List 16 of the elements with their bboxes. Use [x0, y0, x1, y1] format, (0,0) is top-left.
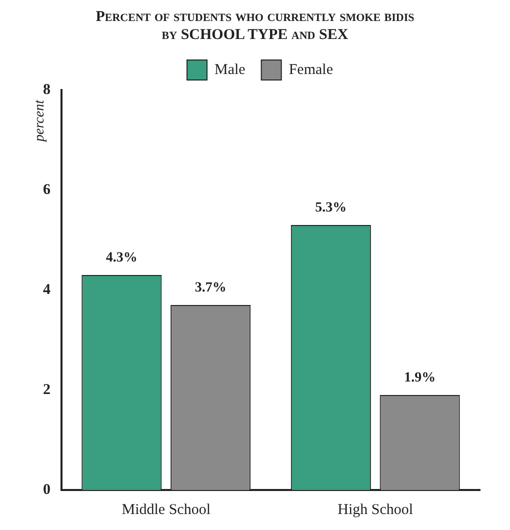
y-tick-label: 6 — [43, 182, 51, 198]
legend-label: Male — [214, 62, 246, 78]
x-tick-label: Middle School — [122, 502, 210, 518]
y-tick-label: 0 — [43, 482, 50, 498]
legend-label: Female — [288, 62, 334, 78]
data-label: 4.3% — [106, 250, 138, 266]
y-tick-label: 2 — [43, 382, 50, 398]
chart-title: Percent of students who currently smoke bidis — [94, 8, 416, 26]
chart-subtitle: by SCHOOL TYPE and SEX — [160, 26, 350, 44]
data-label: 1.9% — [404, 370, 436, 386]
y-axis-title: percent — [32, 98, 48, 142]
y-tick-label: 4 — [43, 282, 51, 298]
data-label: 3.7% — [194, 280, 226, 296]
data-label: 5.3% — [315, 200, 347, 216]
y-tick-label: 8 — [43, 82, 50, 98]
x-tick-label: High School — [338, 502, 414, 518]
